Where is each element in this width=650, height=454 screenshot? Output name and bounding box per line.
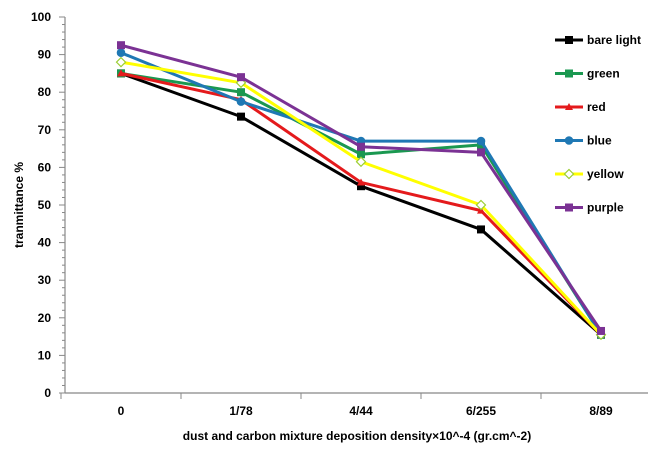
data-point <box>236 97 246 106</box>
data-point <box>116 48 126 58</box>
y-tick-label: 0 <box>44 386 51 400</box>
legend-item: bare light <box>555 33 641 47</box>
data-point <box>115 56 127 68</box>
legend-label: blue <box>587 134 612 148</box>
data-point <box>475 199 487 211</box>
y-tick-label: 100 <box>31 10 51 24</box>
data-point <box>117 69 125 77</box>
legend-item: purple <box>555 201 624 215</box>
series-red <box>117 69 605 338</box>
x-tick-label: 8/89 <box>589 404 613 418</box>
legend-marker <box>563 168 575 180</box>
data-point <box>597 326 605 335</box>
series-purple <box>117 41 605 335</box>
data-point <box>355 156 367 168</box>
x-tick-label: 4/44 <box>349 404 373 418</box>
legend-item: green <box>555 67 620 81</box>
y-tick-label: 60 <box>38 160 52 174</box>
legend-item: yellow <box>555 167 624 181</box>
legend-item: red <box>555 100 606 114</box>
series-blue <box>116 48 606 340</box>
legend: bare light green red blue yellow purple <box>555 33 641 215</box>
data-point <box>476 136 486 146</box>
series-line <box>120 51 603 336</box>
data-point <box>237 73 245 82</box>
y-tick-label: 10 <box>38 348 52 362</box>
legend-label: purple <box>587 201 624 215</box>
x-tick-label: 6/255 <box>466 404 496 418</box>
series-bare-light <box>117 69 605 339</box>
legend-marker <box>565 69 573 78</box>
legend-marker <box>564 136 574 145</box>
x-axis-title: dust and carbon mixture deposition densi… <box>183 429 531 443</box>
data-point <box>477 148 485 157</box>
data-point <box>477 225 485 234</box>
y-tick-label: 80 <box>38 85 52 99</box>
series-line <box>120 60 603 336</box>
series-layer <box>115 41 607 341</box>
series-line <box>120 71 603 336</box>
x-tick-label: 1/78 <box>229 404 253 418</box>
legend-item: blue <box>555 134 612 148</box>
data-point <box>117 41 125 50</box>
data-point <box>357 142 365 151</box>
legend-label: bare light <box>587 33 641 47</box>
series-green <box>117 69 605 339</box>
legend-marker <box>565 36 573 44</box>
y-tick-label: 30 <box>38 273 52 287</box>
legend-label: red <box>587 100 606 114</box>
legend-marker <box>565 103 573 110</box>
x-tick-label: 0 <box>118 404 125 418</box>
data-point <box>237 112 245 121</box>
y-axis-title: tranmittance % <box>12 162 26 248</box>
y-tick-label: 70 <box>38 123 52 137</box>
data-point <box>237 88 245 97</box>
legend-marker <box>565 203 573 212</box>
axes: 0 10 20 30 40 50 60 70 80 90 100 0 1/78 4/44 6/255 8/89 <box>31 10 648 418</box>
legend-label: yellow <box>587 167 624 181</box>
series-line <box>120 71 603 336</box>
y-tick-label: 20 <box>38 311 52 325</box>
y-tick-label: 90 <box>38 48 52 62</box>
data-point <box>357 178 365 186</box>
series-line <box>120 71 602 336</box>
legend-label: green <box>587 67 620 81</box>
series-yellow <box>115 56 607 341</box>
y-tick-label: 40 <box>38 236 52 250</box>
y-tick-label: 50 <box>38 198 52 212</box>
